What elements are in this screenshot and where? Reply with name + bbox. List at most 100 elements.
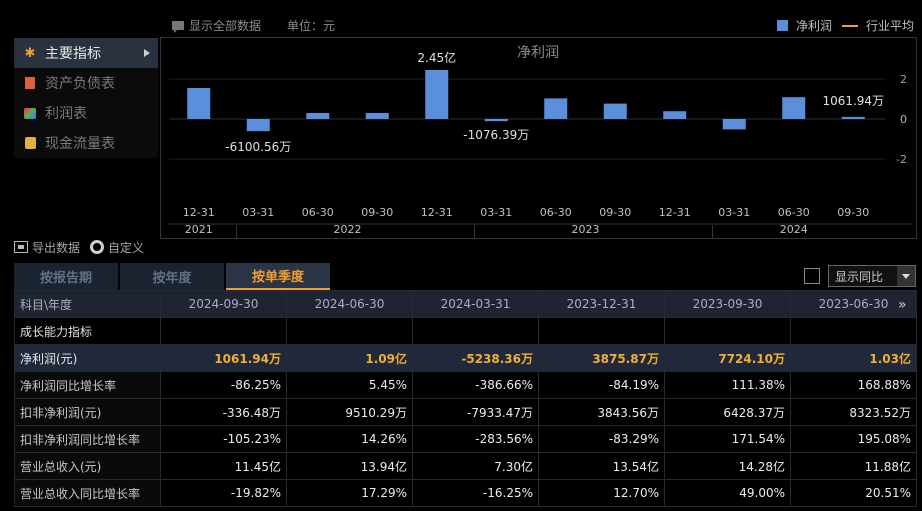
cell: 20.51% (790, 479, 917, 507)
compare-select[interactable]: 显示同比 (828, 265, 916, 287)
y-tick-label: 0 (900, 113, 907, 126)
cell: 195.08% (790, 425, 917, 453)
cell: 3843.56万 (538, 398, 665, 426)
menu-item-main-indicators[interactable]: ✱ 主要指标 (14, 38, 158, 68)
x-tick-label: 03-31 (718, 206, 750, 219)
x-tick-label: 06-30 (302, 206, 334, 219)
chat-bubble-icon (172, 21, 184, 33)
menu-item-label: 资产负债表 (45, 76, 115, 92)
x-tick-label: 09-30 (361, 206, 393, 219)
chart-bar (365, 113, 389, 119)
menu-item-label: 利润表 (45, 106, 87, 122)
chart-bar (603, 103, 627, 119)
cell: 13.54亿 (538, 452, 665, 480)
row-label: 扣非净利润(元) (14, 398, 161, 426)
cell (538, 317, 665, 345)
chart-bar (722, 119, 746, 130)
row-label: 营业总收入同比增长率 (14, 479, 161, 507)
cell: -105.23% (160, 425, 287, 453)
chart-title: 净利润 (517, 45, 559, 61)
x-tick-label: 03-31 (480, 206, 512, 219)
toolbar: 导出数据 自定义 (14, 237, 154, 257)
table-row[interactable]: 净利润(元) 1061.94万 1.09亿 -5238.36万 3875.87万… (14, 344, 917, 372)
column-header[interactable]: 2024-09-30 (160, 290, 287, 318)
financial-table: 科目\年度 2024-09-30 2024-06-30 2024-03-31 2… (14, 290, 917, 507)
column-header[interactable]: 2023-06-30 (790, 290, 917, 318)
customize-label: 自定义 (108, 240, 145, 255)
customize-button[interactable]: 自定义 (90, 239, 144, 256)
header-subject-year: 科目\年度 (14, 290, 161, 318)
cell: 14.28亿 (664, 452, 791, 480)
chevron-down-icon (897, 266, 915, 286)
cell: 17.29% (286, 479, 413, 507)
star-icon: ✱ (24, 45, 36, 61)
column-header[interactable]: 2023-09-30 (664, 290, 791, 318)
menu-item-income-statement[interactable]: 利润表 (14, 98, 158, 128)
data-label: -6100.56万 (225, 140, 291, 154)
menu-item-label: 主要指标 (45, 46, 101, 62)
cube-icon (23, 106, 37, 120)
cell: 3875.87万 (538, 344, 665, 372)
row-label: 成长能力指标 (14, 317, 161, 345)
export-icon (14, 241, 28, 253)
tab-by-year[interactable]: 按年度 (120, 263, 224, 290)
table-row: 成长能力指标 (14, 317, 917, 345)
table-row[interactable]: 营业总收入(元) 11.45亿 13.94亿 7.30亿 13.54亿 14.2… (14, 452, 917, 480)
column-header[interactable]: 2024-03-31 (412, 290, 539, 318)
x-tick-label: 06-30 (540, 206, 572, 219)
y-tick-label: 0 (900, 113, 907, 126)
row-label: 净利润同比增长率 (14, 371, 161, 399)
cell: -336.48万 (160, 398, 287, 426)
column-header[interactable]: 2024-06-30 (286, 290, 413, 318)
compare-checkbox[interactable] (804, 268, 820, 284)
left-menu: ✱ 主要指标 资产负债表 利润表 现金流量表 (14, 38, 158, 158)
cell: -386.66% (412, 371, 539, 399)
cell: -19.82% (160, 479, 287, 507)
cell: -86.25% (160, 371, 287, 399)
export-data-button[interactable]: 导出数据 (14, 239, 80, 256)
cell: 13.94亿 (286, 452, 413, 480)
row-label: 营业总收入(元) (14, 452, 161, 480)
data-label: 2.45亿 (417, 50, 456, 65)
cell (160, 317, 287, 345)
legend-swatch-bar (776, 20, 788, 31)
year-label: 2021 (185, 223, 213, 236)
table-row[interactable]: 净利润同比增长率 -86.25% 5.45% -386.66% -84.19% … (14, 371, 917, 399)
table-row[interactable]: 营业总收入同比增长率 -19.82% 17.29% -16.25% 12.70%… (14, 479, 917, 507)
chevron-right-icon (144, 49, 150, 57)
show-all-data-toggle[interactable]: 显示全部数据 (172, 17, 261, 34)
table-row[interactable]: 扣非净利润(元) -336.48万 9510.29万 -7933.47万 384… (14, 398, 917, 426)
chart-bar (841, 116, 865, 119)
menu-item-balance-sheet[interactable]: 资产负债表 (14, 68, 158, 98)
legend-avg-label: 行业平均 (865, 19, 914, 33)
cell: 14.26% (286, 425, 413, 453)
cell (286, 317, 413, 345)
row-label: 扣非净利润同比增长率 (14, 425, 161, 453)
top-bar: 显示全部数据 单位：元 净利润 行业平均 (0, 0, 922, 36)
document-icon (23, 76, 37, 90)
cell: 171.54% (664, 425, 791, 453)
cell: -283.56% (412, 425, 539, 453)
data-label: -1076.39万 (463, 128, 529, 142)
data-label: 1061.94万 (822, 94, 884, 108)
cell: 7.30亿 (412, 452, 539, 480)
coins-icon (23, 136, 37, 150)
column-header[interactable]: 2023-12-31 (538, 290, 665, 318)
cell: 1.03亿 (790, 344, 917, 372)
table-header-row: 科目\年度 2024-09-30 2024-06-30 2024-03-31 2… (14, 290, 917, 318)
table-row[interactable]: 扣非净利润同比增长率 -105.23% 14.26% -283.56% -83.… (14, 425, 917, 453)
chart-bar (484, 119, 508, 122)
cell: 12.70% (538, 479, 665, 507)
tab-by-report-period[interactable]: 按报告期 (14, 263, 118, 290)
cell: 11.45亿 (160, 452, 287, 480)
y-tick-label: -2 (896, 153, 907, 166)
double-chevron-right-icon[interactable]: » (898, 297, 907, 313)
cell: 1.09亿 (286, 344, 413, 372)
tab-by-quarter[interactable]: 按单季度 (226, 263, 330, 290)
menu-item-cash-flow[interactable]: 现金流量表 (14, 128, 158, 158)
cell: 8323.52万 (790, 398, 917, 426)
export-label: 导出数据 (32, 240, 81, 255)
cell: -5238.36万 (412, 344, 539, 372)
chart-bar (663, 111, 687, 119)
period-tabs: 按报告期 按年度 按单季度 (14, 263, 332, 290)
